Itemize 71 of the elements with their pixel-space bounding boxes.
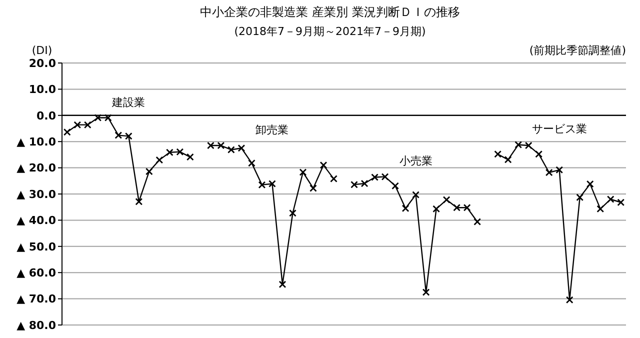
point bbox=[228, 146, 235, 154]
point bbox=[258, 181, 266, 188]
point bbox=[474, 218, 481, 226]
point bbox=[392, 182, 399, 190]
y-tick-label: 0.0 bbox=[36, 109, 56, 122]
point bbox=[207, 142, 214, 150]
y-tick-label: 10.0 bbox=[28, 83, 56, 96]
point bbox=[607, 196, 614, 203]
point bbox=[330, 175, 338, 182]
y-tick-label: ▲ 80.0 bbox=[16, 318, 56, 332]
point bbox=[382, 173, 389, 180]
point bbox=[566, 296, 574, 304]
y-tick-label: ▲ 50.0 bbox=[16, 240, 56, 254]
point bbox=[504, 156, 512, 164]
point bbox=[166, 148, 174, 156]
point bbox=[432, 205, 440, 212]
point bbox=[278, 280, 286, 288]
y-tick-label: ▲ 60.0 bbox=[16, 266, 56, 280]
chart-title: 中小企業の非製造業 産業別 業況判断ＤＩの推移 bbox=[200, 5, 460, 19]
point bbox=[217, 142, 224, 150]
series-label: 小売業 bbox=[399, 154, 432, 168]
y-axis-title: (DI) bbox=[32, 44, 52, 57]
y-tick-label: ▲ 70.0 bbox=[16, 292, 56, 306]
y-tick-label: ▲ 30.0 bbox=[16, 188, 56, 201]
y-tick-label: ▲ 40.0 bbox=[16, 214, 56, 228]
point bbox=[453, 204, 460, 212]
point bbox=[464, 204, 471, 212]
chart-subtitle: (2018年7－9月期～2021年7－9月期) bbox=[234, 25, 426, 38]
point bbox=[156, 156, 163, 164]
point bbox=[146, 168, 153, 175]
point bbox=[596, 205, 604, 212]
y-tick-label: ▲ 10.0 bbox=[16, 135, 56, 148]
series-label: 卸売業 bbox=[256, 124, 289, 137]
point bbox=[412, 191, 420, 198]
point bbox=[617, 198, 624, 206]
point bbox=[64, 128, 71, 136]
point bbox=[546, 169, 553, 176]
point bbox=[238, 144, 245, 152]
point bbox=[94, 114, 102, 122]
point bbox=[104, 114, 112, 122]
point bbox=[422, 288, 430, 296]
point bbox=[361, 180, 368, 188]
point bbox=[402, 204, 410, 212]
point bbox=[114, 132, 122, 139]
point bbox=[186, 154, 194, 161]
point bbox=[84, 121, 92, 128]
point bbox=[556, 166, 563, 174]
point bbox=[443, 196, 450, 204]
point bbox=[586, 180, 594, 188]
point bbox=[310, 184, 317, 192]
point bbox=[74, 121, 81, 128]
point bbox=[176, 148, 184, 156]
point bbox=[125, 132, 132, 140]
text: (前期比季節調整値) bbox=[529, 44, 626, 57]
point bbox=[494, 150, 502, 158]
point bbox=[535, 150, 542, 158]
series-label: 建設業 bbox=[111, 96, 146, 109]
point bbox=[576, 194, 584, 201]
y-tick-label: ▲ 20.0 bbox=[16, 162, 56, 175]
series-label: サービス業 bbox=[532, 122, 587, 136]
y-tick-label: 20.0 bbox=[28, 56, 56, 70]
point bbox=[299, 168, 306, 176]
point bbox=[289, 210, 296, 217]
point bbox=[514, 141, 522, 148]
point bbox=[248, 160, 256, 167]
point bbox=[268, 180, 276, 188]
point bbox=[135, 198, 142, 206]
point bbox=[371, 174, 378, 181]
point bbox=[320, 162, 327, 169]
point bbox=[350, 181, 358, 188]
point bbox=[525, 142, 532, 150]
